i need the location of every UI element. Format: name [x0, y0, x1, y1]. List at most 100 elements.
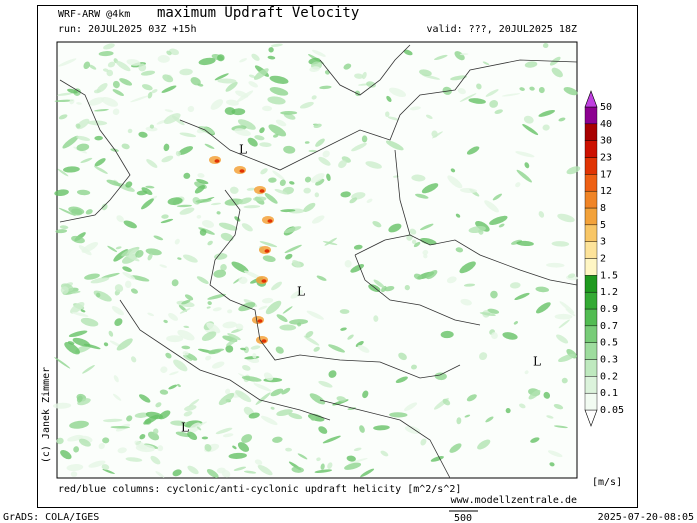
colorbar-segment	[584, 140, 598, 158]
updraft-cell	[225, 81, 238, 92]
updraft-cell	[138, 63, 147, 72]
updraft-cell	[93, 89, 101, 94]
updraft-cell	[175, 431, 191, 438]
colorbar-label: 1.5	[600, 270, 618, 281]
updraft-cell	[270, 406, 275, 410]
updraft-cell	[241, 223, 253, 232]
updraft-cell	[409, 228, 417, 235]
updraft-cell	[455, 213, 461, 218]
updraft-cell	[281, 387, 291, 395]
updraft-cell	[122, 266, 132, 272]
updraft-cell	[260, 415, 278, 426]
updraft-cell	[182, 254, 198, 263]
updraft-cell	[559, 301, 575, 314]
colorbar-label: 1.2	[600, 287, 618, 298]
updraft-cell	[54, 99, 74, 103]
updraft-cell	[509, 282, 521, 289]
updraft-cell	[487, 308, 500, 314]
updraft-cell	[103, 43, 115, 50]
updraft-cell	[516, 169, 532, 183]
updraft-cell	[263, 372, 274, 381]
updraft-cell	[344, 462, 362, 470]
updraft-cell	[198, 57, 216, 66]
updraft-cell	[150, 455, 161, 465]
coastline	[319, 399, 451, 479]
updraft-cell	[455, 247, 464, 253]
updraft-cell	[240, 347, 247, 351]
updraft-cell	[222, 321, 237, 329]
updraft-cell	[126, 415, 133, 422]
updraft-cell	[111, 306, 124, 316]
updraft-cell	[315, 178, 325, 186]
updraft-cell	[234, 216, 241, 222]
updraft-cell	[285, 447, 293, 452]
updraft-cell	[361, 135, 368, 143]
updraft-cell	[206, 469, 219, 478]
run-label: run: 20JUL2025 03Z +15h	[58, 24, 196, 35]
updraft-cell	[130, 95, 149, 103]
updraft-cell	[177, 384, 181, 388]
updraft-cell	[248, 81, 258, 88]
updraft-cell	[498, 223, 505, 228]
updraft-cell	[194, 185, 206, 194]
updraft-cell	[404, 402, 418, 411]
updraft-cell	[556, 334, 569, 344]
updraft-cell	[551, 241, 570, 247]
updraft-cell	[420, 237, 437, 245]
colorbar-segment	[584, 308, 598, 327]
updraft-cell	[233, 466, 247, 471]
updraft-cell	[254, 135, 265, 141]
updraft-cell	[155, 402, 162, 408]
updraft-cell	[492, 193, 503, 201]
updraft-cell	[477, 439, 491, 450]
colorbar: 0.050.10.20.30.50.70.91.21.5235812172330…	[584, 90, 624, 427]
updraft-cell	[94, 158, 106, 167]
updraft-cell	[353, 244, 363, 250]
updraft-cell	[490, 290, 498, 299]
updraft-cell	[315, 138, 325, 147]
updraft-cell	[88, 460, 106, 468]
updraft-cell	[558, 319, 570, 329]
updraft-cell	[549, 462, 555, 467]
updraft-cell	[196, 214, 202, 219]
updraft-cell	[447, 175, 463, 189]
updraft-cell	[318, 426, 328, 434]
updraft-cell	[121, 143, 130, 150]
updraft-cell	[464, 414, 471, 418]
updraft-cell	[322, 241, 338, 246]
updraft-cell	[101, 272, 120, 279]
updraft-cell	[58, 114, 68, 120]
updraft-cell	[565, 308, 576, 317]
updraft-cell	[181, 345, 191, 350]
updraft-cell	[385, 140, 404, 151]
colorbar-label: 2	[600, 254, 606, 265]
updraft-cell	[320, 463, 325, 470]
updraft-cell	[312, 215, 325, 224]
updraft-cell	[247, 137, 258, 147]
updraft-cell	[151, 89, 158, 94]
updraft-cell	[422, 249, 429, 256]
colorbar-label: 0.3	[600, 355, 618, 366]
updraft-cell	[164, 109, 174, 113]
updraft-cell	[119, 78, 133, 86]
updraft-cell	[76, 102, 82, 105]
updraft-cell	[254, 459, 263, 465]
updraft-cell	[514, 292, 530, 301]
updraft-cell	[62, 135, 79, 149]
updraft-cell	[561, 377, 568, 384]
updraft-cell	[190, 77, 201, 86]
updraft-cell	[167, 197, 183, 205]
updraft-cell	[536, 302, 551, 314]
updraft-cell	[404, 284, 410, 291]
updraft-cell	[80, 157, 93, 163]
updraft-core	[267, 219, 273, 223]
updraft-cell	[215, 427, 233, 435]
software: GrADS: COLA/IGES	[3, 512, 99, 523]
updraft-cell	[546, 262, 565, 268]
updraft-cell	[522, 123, 539, 136]
updraft-cell	[63, 166, 80, 173]
updraft-cell	[290, 290, 304, 299]
updraft-cell	[275, 346, 284, 354]
updraft-cell	[283, 145, 296, 154]
